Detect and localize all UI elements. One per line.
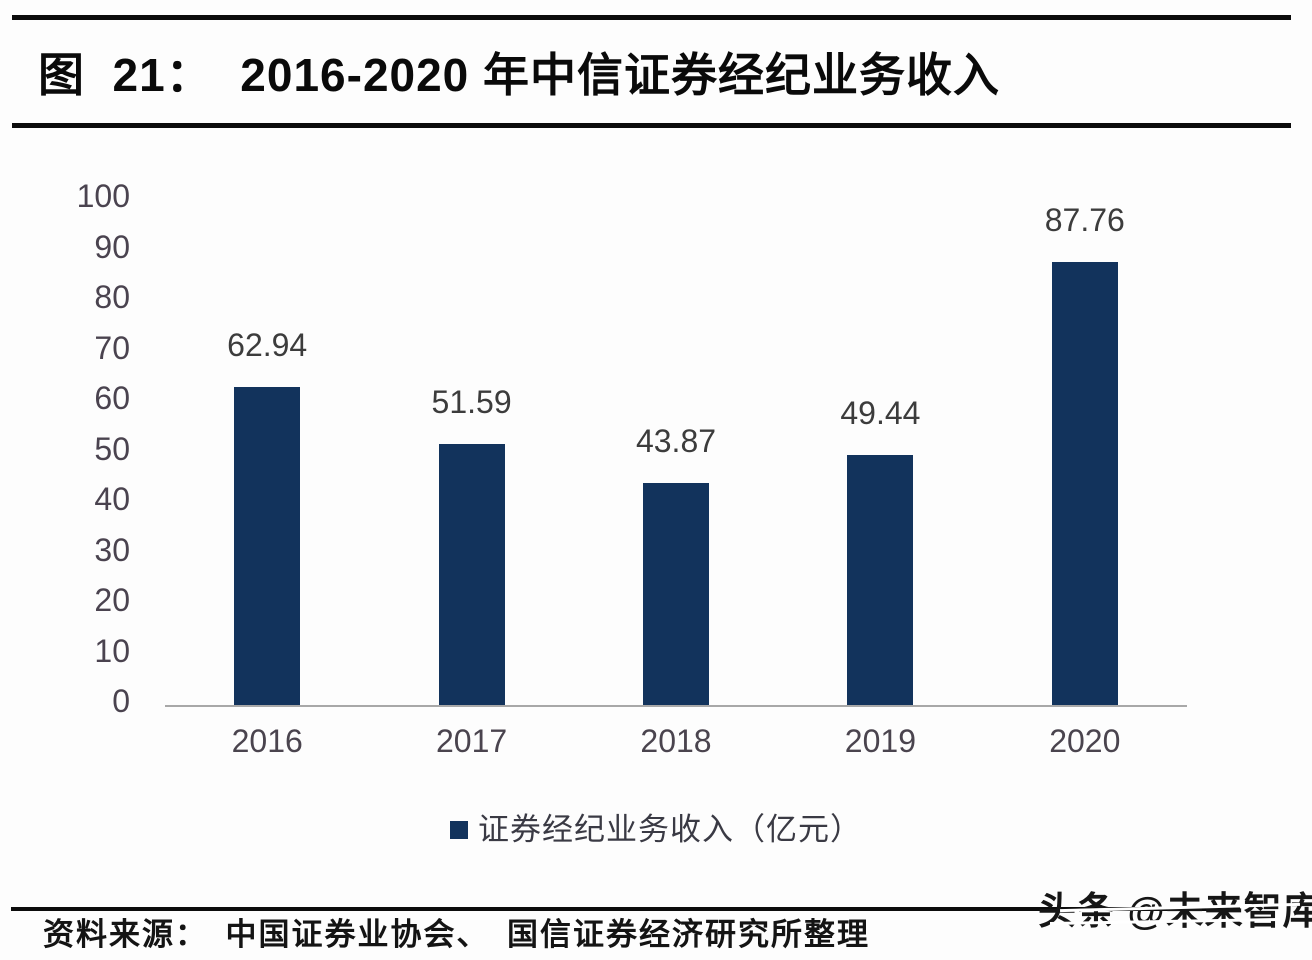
y-tick-label-40: 40: [94, 481, 130, 517]
x-tick-label-2017: 2017: [436, 723, 508, 759]
y-tick-label-100: 100: [76, 178, 130, 214]
watermark: 头条 @未来智库: [1038, 891, 1312, 933]
figure-title: 图 21： 2016-2020 年中信证券经纪业务收入: [38, 49, 1001, 101]
y-tick-label-30: 30: [94, 531, 130, 568]
legend: 证券经纪业务收入（亿元）: [0, 812, 1312, 848]
top-divider: [12, 15, 1291, 20]
y-tick-label-10: 10: [94, 632, 130, 669]
x-tick-label-2018: 2018: [640, 723, 712, 759]
x-axis-line: [165, 705, 1187, 707]
bar-2020: [1051, 261, 1118, 705]
y-tick-label-70: 70: [94, 329, 130, 366]
value-label-2017: 51.59: [431, 384, 512, 421]
y-tick-label-80: 80: [94, 279, 130, 315]
y-tick-label-50: 50: [94, 430, 130, 467]
source-note: 资料来源： 中国证券业协会、 国信证券经济研究所整理: [43, 917, 870, 952]
footer-divider: [11, 907, 1240, 911]
x-tick-label-2019: 2019: [844, 723, 916, 759]
title-divider: [12, 123, 1291, 128]
bar-2016: [234, 387, 301, 705]
x-tick-label-2020: 2020: [1049, 723, 1121, 759]
bar-2019: [847, 455, 914, 705]
y-tick-label-60: 60: [94, 380, 130, 416]
value-label-2018: 43.87: [635, 423, 717, 460]
value-label-2019: 49.44: [840, 395, 921, 432]
y-tick-label-0: 0: [112, 683, 130, 719]
value-label-2020: 87.76: [1044, 201, 1125, 238]
x-tick-label-2016: 2016: [231, 723, 303, 759]
y-tick-label-90: 90: [94, 228, 130, 265]
y-tick-label-20: 20: [94, 582, 130, 618]
value-label-2016: 62.94: [227, 327, 308, 364]
legend-marker-square-icon: [450, 821, 468, 839]
legend-label: 证券经纪业务收入（亿元）: [478, 812, 862, 847]
bar-2017: [438, 444, 505, 705]
bar-2018: [643, 483, 709, 705]
